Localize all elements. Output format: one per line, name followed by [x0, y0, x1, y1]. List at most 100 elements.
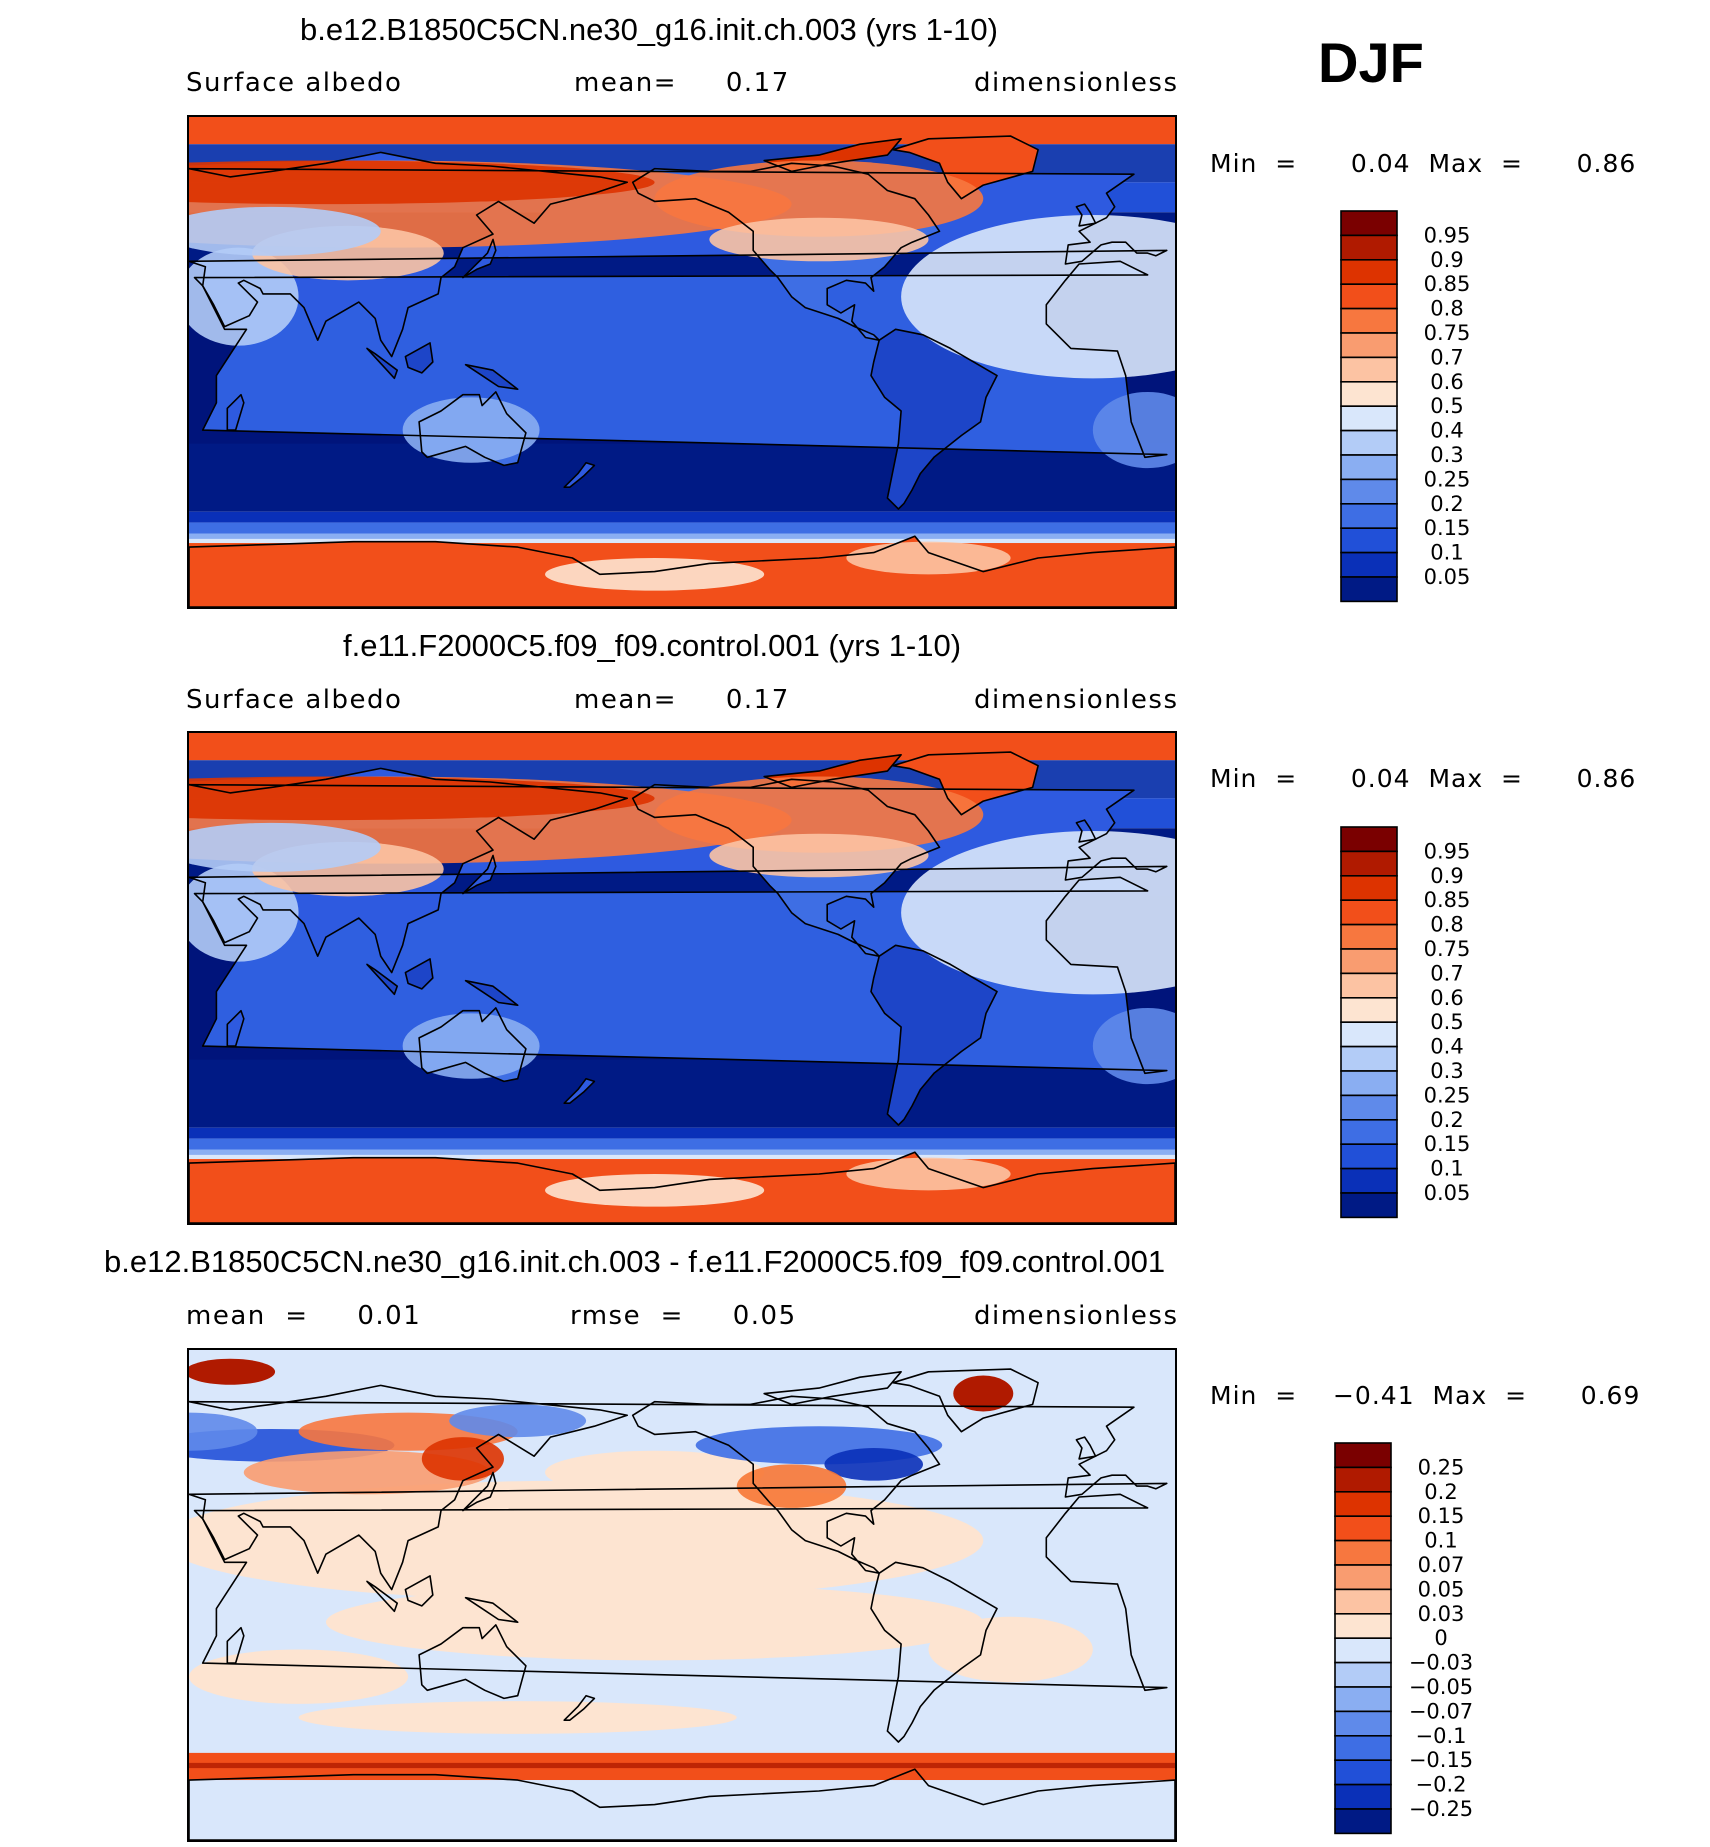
colorbar-swatch [1340, 234, 1398, 261]
colorbar-tick-label: 0.15 [1424, 1132, 1471, 1156]
panel-3-map [187, 1348, 1177, 1842]
colorbar-tick-label: 0.25 [1424, 467, 1471, 491]
coastline [366, 347, 398, 380]
colorbar-swatch [1340, 874, 1398, 901]
albedo-patch [545, 558, 765, 591]
colorbar-swatch [1334, 1515, 1392, 1542]
colorbar-tick-label: 0.75 [1424, 937, 1471, 961]
difference-band [189, 1780, 1175, 1840]
difference-patch [189, 1480, 984, 1601]
coastline [189, 535, 1175, 607]
coastline [404, 958, 434, 990]
coastline [464, 979, 519, 1006]
colorbar-tick-label: 0.7 [1430, 961, 1463, 985]
coastline [418, 1624, 527, 1700]
panel-2-colorbar: 0.95 0.9 0.85 0.8 0.75 0.7 0.6 0.5 0.4 0.3 0.25 0.2… [1340, 826, 1500, 1219]
coastline [226, 1009, 245, 1047]
colorbar-tick-label: 0.8 [1430, 297, 1463, 321]
colorbar-swatch [1334, 1564, 1392, 1591]
colorbar-swatch [1340, 1167, 1398, 1194]
colorbar-tick-label: 0.6 [1430, 370, 1463, 394]
land-region [465, 980, 518, 1006]
colorbar-tick-label: 0.25 [1424, 1083, 1471, 1107]
colorbar-tick-label: −0.03 [1409, 1651, 1473, 1675]
coastline [563, 461, 596, 488]
coastline [404, 1575, 434, 1607]
colorbar-swatch [1340, 1070, 1398, 1097]
colorbar-tick-label: 0.1 [1430, 541, 1463, 565]
coastline [563, 1077, 596, 1104]
colorbar-tick-label: −0.07 [1409, 1699, 1473, 1723]
albedo-band [189, 538, 1175, 544]
coastline [464, 363, 519, 390]
colorbar-tick-label: 0.1 [1424, 1529, 1457, 1553]
albedo-patch [709, 833, 929, 878]
difference-patch [189, 1649, 409, 1704]
colorbar-tick-label: 0.2 [1424, 1480, 1457, 1504]
colorbar-tick-label: 0.7 [1430, 345, 1463, 369]
colorbar-tick-label: 0.6 [1430, 986, 1463, 1010]
coastline [763, 754, 902, 789]
panel-1-minmax: Min = 0.04 Max = 0.86 [1210, 149, 1637, 178]
albedo-patch [189, 206, 381, 256]
colorbar-tick-label: 0.15 [1418, 1504, 1465, 1528]
coastline [418, 1007, 527, 1083]
panel-3-units: dimensionless [974, 1301, 1179, 1331]
colorbar-swatch [1340, 478, 1398, 505]
colorbar-tick-label: −0.05 [1409, 1675, 1473, 1699]
coastline [1075, 819, 1097, 843]
albedo-band [189, 1154, 1175, 1160]
coastline [189, 1151, 1175, 1223]
colorbar-tick-label: 0.5 [1430, 394, 1463, 418]
coastline [366, 1580, 398, 1613]
colorbar-tick-label: −0.2 [1416, 1773, 1467, 1797]
difference-patch [421, 1437, 504, 1481]
colorbar-swatch [1340, 923, 1398, 950]
albedo-patch [901, 215, 1175, 379]
coastline [226, 1626, 245, 1664]
colorbar-swatch [1334, 1661, 1392, 1688]
coastline [870, 328, 998, 510]
panel-2-units: dimensionless [974, 685, 1179, 715]
coastline [464, 1596, 519, 1623]
panel-3-title: b.e12.B1850C5CN.ne30_g16.init.ch.003 - f… [104, 1244, 1166, 1279]
colorbar-swatch [1340, 1192, 1398, 1219]
panel-1-mean: mean= 0.17 [574, 68, 790, 98]
albedo-patch [545, 1174, 765, 1207]
colorbar-swatch [1334, 1734, 1392, 1761]
colorbar-swatch [1340, 972, 1398, 999]
panel-1-units: dimensionless [974, 68, 1179, 98]
colorbar-tick-label: 0.8 [1430, 913, 1463, 937]
colorbar-swatch [1340, 948, 1398, 975]
panel-2-map [187, 731, 1177, 1225]
colorbar-swatch [1340, 527, 1398, 554]
colorbar-tick-label: 0.4 [1430, 1035, 1463, 1059]
colorbar-swatch [1340, 258, 1398, 285]
colorbar-tick-label: 0.03 [1418, 1602, 1465, 1626]
panel-3-colorbar: 0.25 0.2 0.15 0.1 0.07 0.05 0.03 0 −0.03 −0.05 −0.… [1334, 1442, 1504, 1835]
colorbar-swatch [1340, 356, 1398, 383]
panel-2-minmax: Min = 0.04 Max = 0.86 [1210, 764, 1637, 793]
colorbar-swatch [1340, 1094, 1398, 1121]
coastline [404, 342, 434, 374]
difference-patch [824, 1448, 924, 1481]
colorbar-tick-label: −0.15 [1409, 1748, 1473, 1772]
coastline [462, 854, 497, 895]
difference-patch [928, 1616, 1093, 1683]
colorbar-swatch [1340, 551, 1398, 578]
difference-patch [325, 1584, 984, 1661]
albedo-band [189, 1138, 1175, 1150]
land-region [564, 462, 595, 488]
panel-3-minmax: Min = −0.41 Max = 0.69 [1210, 1381, 1641, 1410]
coastline [631, 162, 941, 341]
colorbar-swatch [1334, 1783, 1392, 1810]
colorbar-swatch [1340, 381, 1398, 408]
albedo-band [189, 1149, 1175, 1155]
coastline [1075, 1436, 1097, 1460]
albedo-band [189, 533, 1175, 539]
coastline [763, 138, 902, 173]
land-region [871, 945, 997, 1125]
land-region [405, 342, 433, 373]
colorbar-swatch [1334, 1710, 1392, 1737]
coastline [462, 1471, 497, 1512]
